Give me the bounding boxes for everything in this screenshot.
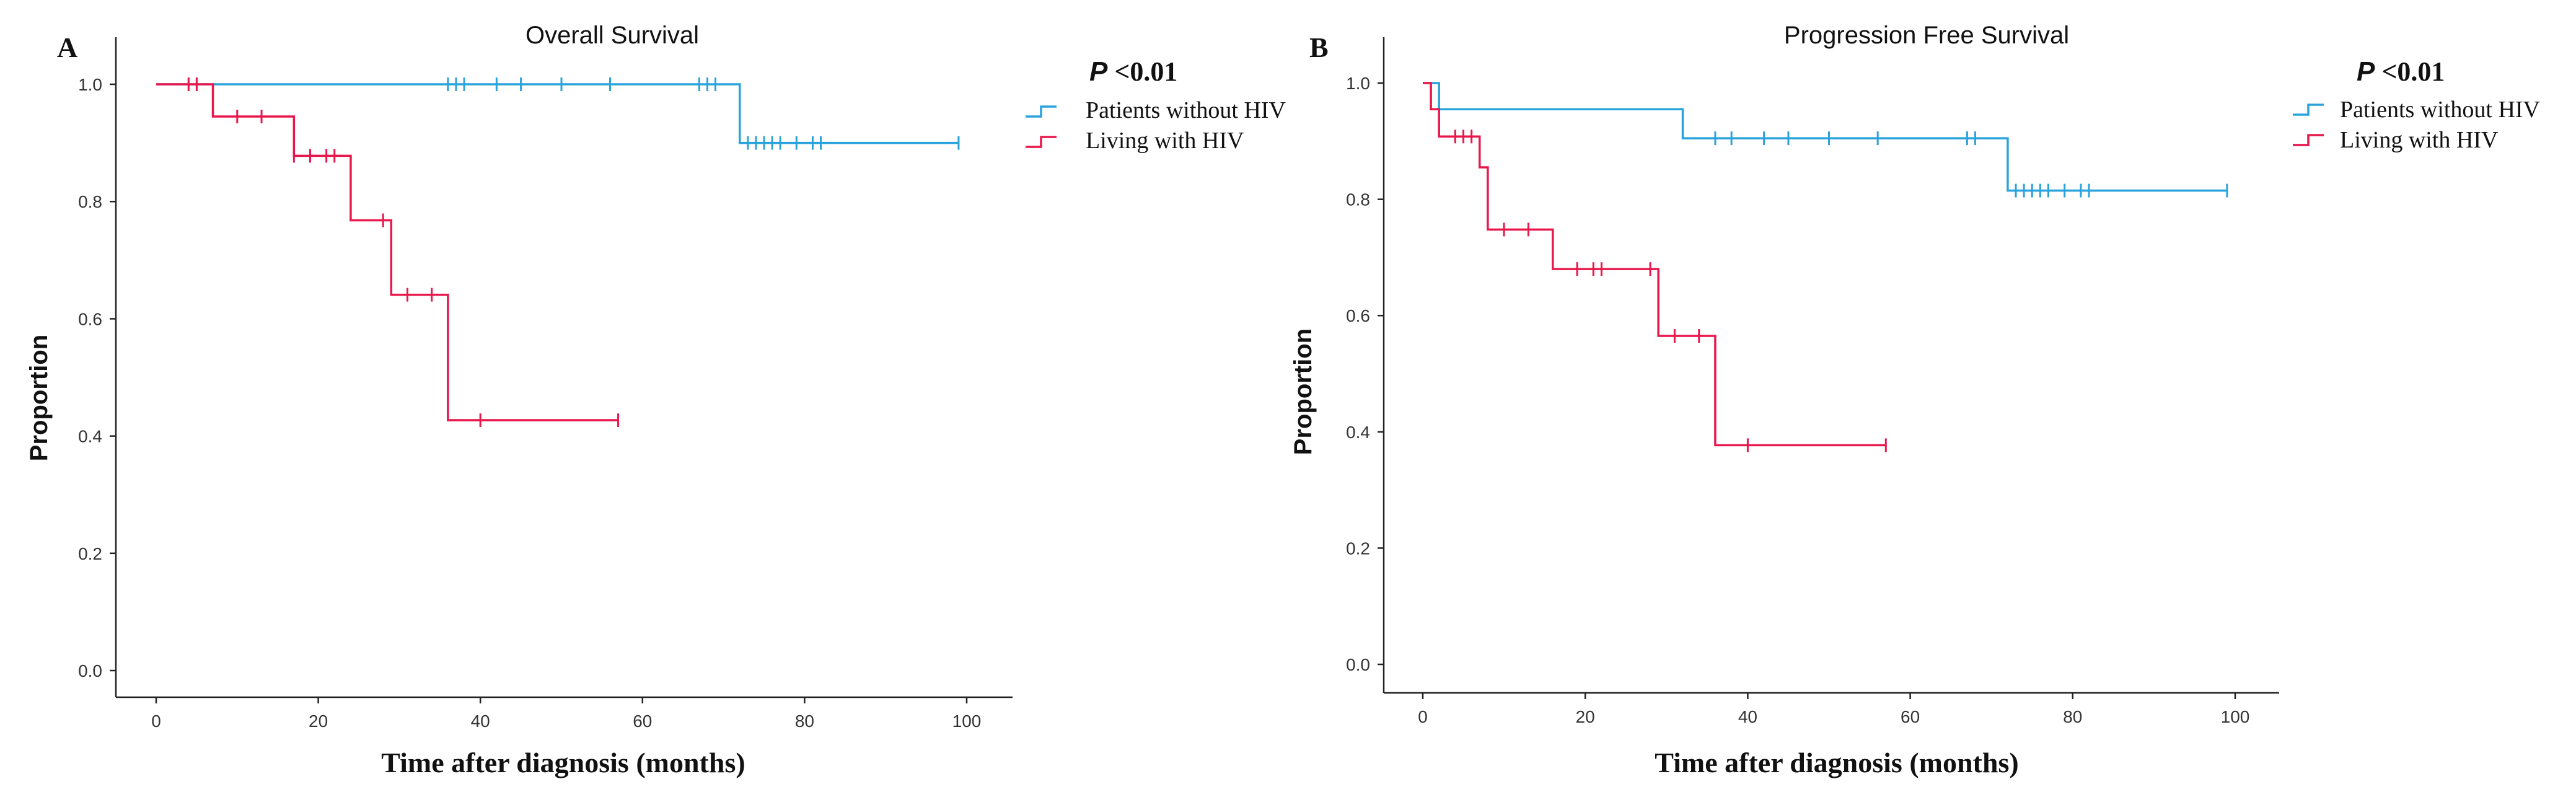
p-value-letter: P xyxy=(2357,56,2375,87)
x-tick-label: 20 xyxy=(1576,707,1595,726)
y-tick-label: 0.8 xyxy=(1346,190,1370,209)
p-value: P <0.01 xyxy=(1089,56,1177,87)
x-tick-label: 20 xyxy=(309,711,328,731)
legend-swatch-living-hiv xyxy=(1026,136,1057,148)
x-tick-label: 40 xyxy=(1738,707,1757,726)
panel-a-overall-survival: A Overall Survival Proportion Time after… xyxy=(25,22,1286,778)
x-tick-label: 100 xyxy=(2221,707,2250,726)
y-tick-label: 0.8 xyxy=(78,192,102,211)
plot-area xyxy=(156,77,960,428)
km-curve-patients-without-hiv xyxy=(156,83,959,144)
legend-swatch-without-hiv xyxy=(1026,105,1057,118)
panel-label: A xyxy=(57,32,77,63)
x-axis-label: Time after diagnosis (months) xyxy=(381,747,745,778)
panel-b-progression-free-survival: B Progression Free Survival Proportion T… xyxy=(1290,22,2541,778)
legend-swatch-living-hiv xyxy=(2293,134,2324,146)
legend-label-without-hiv: Patients without HIV xyxy=(1086,97,1286,123)
plot-area xyxy=(1423,82,2228,452)
x-tick-label: 40 xyxy=(471,711,490,731)
axes: 0 20 40 60 80 100 0.0 0.2 0.4 0.6 0.8 1.0 xyxy=(1346,37,2279,726)
x-tick-label: 80 xyxy=(795,711,814,731)
y-tick-label: 1.0 xyxy=(78,75,102,94)
legend-label-living-hiv: Living with HIV xyxy=(2340,127,2499,153)
panel-label: B xyxy=(1309,32,1329,63)
y-tick-label: 0.2 xyxy=(1346,539,1370,558)
p-value: P <0.01 xyxy=(2357,56,2445,87)
km-curve-living-with-hiv xyxy=(156,83,618,421)
p-value-threshold: <0.01 xyxy=(2375,56,2445,87)
y-tick-label: 1.0 xyxy=(1346,74,1370,93)
y-axis-label: Proportion xyxy=(1290,328,1317,455)
x-tick-label: 0 xyxy=(151,711,161,731)
x-tick-label: 60 xyxy=(1901,707,1920,726)
legend-swatch-without-hiv xyxy=(2293,103,2324,116)
y-tick-label: 0.6 xyxy=(1346,306,1370,325)
legend-label-living-hiv: Living with HIV xyxy=(1086,128,1244,154)
km-curve-living-with-hiv xyxy=(1423,82,1886,447)
x-tick-label: 80 xyxy=(2063,707,2082,726)
km-curve-patients-without-hiv xyxy=(1423,82,2227,192)
x-axis-label: Time after diagnosis (months) xyxy=(1655,747,2018,778)
legend: Patients without HIV Living with HIV xyxy=(1026,97,1286,154)
axes: 0 20 40 60 80 100 0.0 0.2 0.4 0.6 0.8 1.0 xyxy=(78,37,1013,731)
x-tick-label: 60 xyxy=(633,711,652,731)
chart-title: Progression Free Survival xyxy=(1784,22,2069,49)
legend: Patients without HIV Living with HIV xyxy=(2293,97,2541,153)
y-tick-label: 0.0 xyxy=(78,661,102,680)
y-tick-label: 0.6 xyxy=(78,309,102,328)
y-tick-label: 0.4 xyxy=(1346,423,1370,442)
p-value-letter: P xyxy=(1089,56,1108,87)
y-tick-label: 0.0 xyxy=(1346,655,1370,674)
x-tick-label: 100 xyxy=(952,711,982,731)
legend-label-without-hiv: Patients without HIV xyxy=(2340,97,2541,123)
p-value-threshold: <0.01 xyxy=(1107,56,1177,87)
y-tick-label: 0.2 xyxy=(78,544,102,563)
y-axis-label: Proportion xyxy=(25,335,53,461)
y-tick-label: 0.4 xyxy=(78,427,102,446)
chart-title: Overall Survival xyxy=(525,22,699,49)
x-tick-label: 0 xyxy=(1418,707,1428,726)
